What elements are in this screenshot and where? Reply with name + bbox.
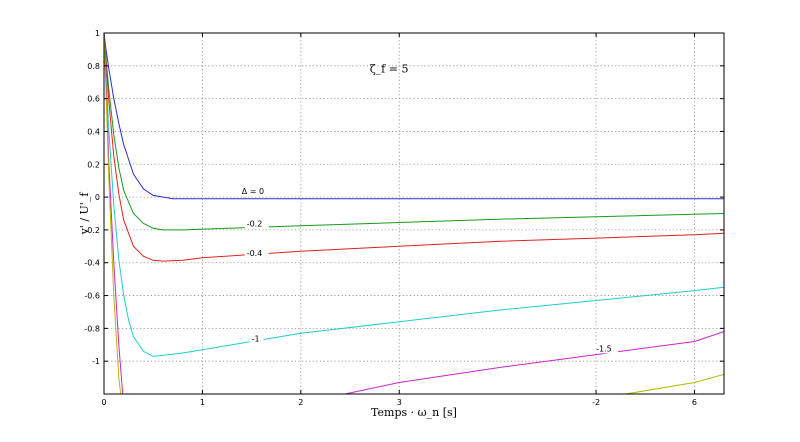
curve-label: -0.4 [247, 249, 263, 258]
plot-frame [103, 32, 725, 395]
y-axis-label: v' / U'_f [78, 192, 91, 236]
x-axis-label: Temps · ω_n [s] [371, 406, 457, 419]
x-tick-label: 3 [397, 398, 402, 407]
y-tick-label: -0.4 [84, 259, 100, 268]
series-line-2 [104, 33, 724, 231]
y-tick-label: 0.4 [87, 127, 100, 136]
zeta-annotation: ζ_f = 5 [370, 62, 409, 75]
series-line-4 [104, 33, 724, 357]
axis-ticks: 0 1 2 3 -2 6 1 0.8 0.6 0.4 0.2 0 -0.2 -0.4 -0.6 -0.8 -1 [84, 29, 724, 407]
y-tick-label: 0.2 [87, 160, 100, 169]
y-tick-label: 0.8 [87, 62, 100, 71]
curve-label: Δ = 0 [242, 187, 264, 196]
series-line-1 [104, 33, 724, 200]
curve-label-bg [594, 344, 619, 354]
series-line-6 [104, 33, 724, 394]
x-tick-label: 6 [692, 398, 697, 407]
x-tick-label: -2 [592, 398, 600, 407]
y-tick-label: 0 [95, 193, 100, 202]
x-tick-label: 1 [200, 398, 205, 407]
curve-label-bg [249, 334, 264, 344]
y-tick-label: 0.6 [87, 95, 100, 104]
x-tick-label: 0 [101, 398, 106, 407]
y-tick-label: -0.2 [84, 226, 100, 235]
x-tick-label: 2 [298, 398, 303, 407]
curve-labels: Δ = 0 -0.2 -0.4 -1 -1.5 [242, 187, 619, 354]
y-tick-label: -0.8 [84, 324, 100, 333]
y-tick-label: -0.6 [84, 292, 100, 301]
series-line-3 [104, 33, 724, 262]
curve-label-bg [244, 249, 269, 259]
curve-label: -1.5 [596, 344, 612, 353]
curve-label-bg [244, 219, 269, 229]
curve-label: -1 [252, 334, 260, 343]
y-tick-label: -1 [92, 357, 100, 366]
curve-label: -0.2 [247, 220, 263, 229]
y-tick-label: 1 [95, 29, 100, 38]
